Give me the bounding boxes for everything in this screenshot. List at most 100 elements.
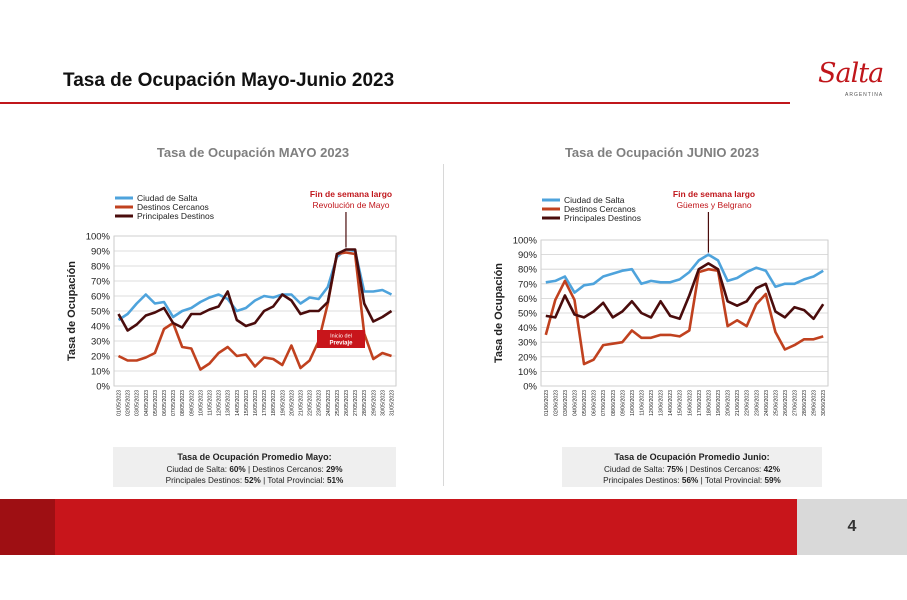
y-tick-label: 10% — [518, 367, 538, 378]
summary-junio: Tasa de Ocupación Promedio Junio: Ciudad… — [562, 447, 822, 487]
x-tick-label: 16/05/2023 — [253, 390, 259, 416]
y-tick-label: 40% — [91, 322, 111, 333]
legend-label: Principales Destinos — [564, 213, 641, 223]
x-tick-label: 15/05/2023 — [244, 390, 250, 416]
y-tick-label: 90% — [91, 247, 111, 258]
x-tick-label: 17/05/2023 — [262, 390, 268, 416]
y-tick-label: 60% — [91, 292, 111, 303]
y-tick-label: 20% — [518, 352, 538, 363]
x-tick-label: 03/05/2023 — [135, 390, 141, 416]
x-tick-label: 11/06/2023 — [639, 390, 645, 416]
x-tick-label: 24/05/2023 — [326, 390, 332, 416]
y-tick-label: 0% — [96, 382, 110, 393]
x-tick-label: 28/05/2023 — [362, 390, 368, 416]
x-tick-label: 12/05/2023 — [217, 390, 223, 416]
y-tick-label: 90% — [518, 250, 538, 261]
x-tick-label: 08/05/2023 — [180, 390, 186, 416]
footer-accent — [0, 499, 55, 555]
legend-label: Principales Destinos — [137, 211, 214, 221]
y-tick-label: 80% — [518, 265, 538, 276]
x-tick-label: 25/06/2023 — [773, 390, 779, 416]
chart-title: Tasa de Ocupación MAYO 2023 — [157, 145, 349, 160]
x-tick-label: 10/06/2023 — [630, 390, 636, 416]
x-tick-label: 10/05/2023 — [198, 390, 204, 416]
slide-title: Tasa de Ocupación Mayo-Junio 2023 — [63, 70, 395, 91]
x-tick-label: 18/05/2023 — [271, 390, 277, 416]
x-tick-label: 07/06/2023 — [601, 390, 607, 416]
series-line-3 — [117, 248, 393, 332]
summary-line-2: Principales Destinos: 56% | Total Provin… — [603, 476, 781, 485]
legend-label: Ciudad de Salta — [564, 195, 625, 205]
y-axis-label: Tasa de Ocupación — [66, 261, 78, 361]
x-tick-label: 31/05/2023 — [389, 390, 395, 416]
x-tick-label: 04/06/2023 — [572, 390, 578, 416]
x-tick-label: 22/06/2023 — [745, 390, 751, 416]
x-tick-label: 30/05/2023 — [380, 390, 386, 416]
chart-mayo: Tasa de Ocupación MAYO 2023 Tasa de Ocupa… — [66, 145, 397, 416]
panel-divider — [443, 164, 444, 486]
summary-line-1: Ciudad de Salta: 60% | Destinos Cercanos… — [166, 464, 343, 474]
previaje-label-2: Previaje — [329, 341, 353, 347]
x-tick-label: 29/05/2023 — [371, 390, 377, 416]
x-tick-label: 02/05/2023 — [126, 390, 132, 416]
summary-title: Tasa de Ocupación Promedio Mayo: — [177, 452, 332, 462]
previaje-box — [317, 330, 365, 348]
y-tick-label: 0% — [523, 382, 537, 393]
x-tick-label: 28/06/2023 — [802, 390, 808, 416]
x-tick-label: 05/06/2023 — [582, 390, 588, 416]
x-tick-label: 13/05/2023 — [226, 390, 232, 416]
y-tick-label: 30% — [91, 337, 111, 348]
x-tick-label: 07/05/2023 — [171, 390, 177, 416]
x-tick-label: 13/06/2023 — [659, 390, 665, 416]
x-tick-label: 16/06/2023 — [687, 390, 693, 416]
legend-label: Destinos Cercanos — [137, 202, 209, 212]
x-tick-label: 21/06/2023 — [735, 390, 741, 416]
x-tick-label: 06/06/2023 — [592, 390, 598, 416]
summary-line-2: Principales Destinos: 52% | Total Provin… — [165, 476, 344, 485]
x-tick-label: 29/06/2023 — [812, 390, 818, 416]
y-axis-label: Tasa de Ocupación — [493, 263, 505, 363]
series-line-1 — [545, 253, 824, 294]
x-tick-label: 27/05/2023 — [353, 390, 359, 416]
x-tick-label: 08/06/2023 — [611, 390, 617, 416]
x-tick-label: 27/06/2023 — [793, 390, 799, 416]
logo-text: Salta — [818, 58, 884, 89]
x-tick-label: 05/05/2023 — [153, 390, 159, 416]
y-tick-label: 70% — [91, 277, 111, 288]
x-tick-label: 23/05/2023 — [317, 390, 323, 416]
chart-title: Tasa de Ocupación JUNIO 2023 — [565, 145, 759, 160]
x-tick-label: 17/06/2023 — [697, 390, 703, 416]
x-tick-label: 06/05/2023 — [162, 390, 168, 416]
y-tick-label: 50% — [91, 307, 111, 318]
x-tick-label: 12/06/2023 — [649, 390, 655, 416]
salta-logo: Salta ARGENTINA — [818, 58, 888, 102]
title-divider — [0, 102, 790, 104]
x-tick-label: 14/06/2023 — [668, 390, 674, 416]
summary-mayo: Tasa de Ocupación Promedio Mayo: Ciudad … — [113, 447, 396, 487]
x-tick-label: 25/05/2023 — [335, 390, 341, 416]
y-tick-label: 30% — [518, 338, 538, 349]
x-tick-label: 20/06/2023 — [726, 390, 732, 416]
y-tick-label: 40% — [518, 323, 538, 334]
series-line-2 — [117, 251, 392, 371]
summary-title: Tasa de Ocupación Promedio Junio: — [614, 452, 770, 462]
previaje-label-1: Inicio del — [330, 334, 352, 340]
x-tick-label: 19/06/2023 — [716, 390, 722, 416]
x-tick-label: 23/06/2023 — [754, 390, 760, 416]
x-tick-label: 15/06/2023 — [678, 390, 684, 416]
y-tick-label: 60% — [518, 294, 538, 305]
x-tick-label: 03/06/2023 — [563, 390, 569, 416]
x-tick-label: 02/06/2023 — [553, 390, 559, 416]
x-tick-label: 30/06/2023 — [821, 390, 827, 416]
y-tick-label: 20% — [91, 352, 111, 363]
annotation-title: Fin de semana largo — [310, 189, 392, 199]
x-tick-label: 11/05/2023 — [208, 390, 214, 416]
x-tick-label: 26/06/2023 — [783, 390, 789, 416]
footer-bar — [0, 499, 797, 555]
y-tick-label: 50% — [518, 309, 538, 320]
x-tick-label: 19/05/2023 — [280, 390, 286, 416]
x-tick-label: 01/05/2023 — [117, 390, 123, 416]
series-line-2 — [544, 267, 824, 366]
x-tick-label: 01/06/2023 — [544, 390, 550, 416]
legend-label: Ciudad de Salta — [137, 193, 198, 203]
